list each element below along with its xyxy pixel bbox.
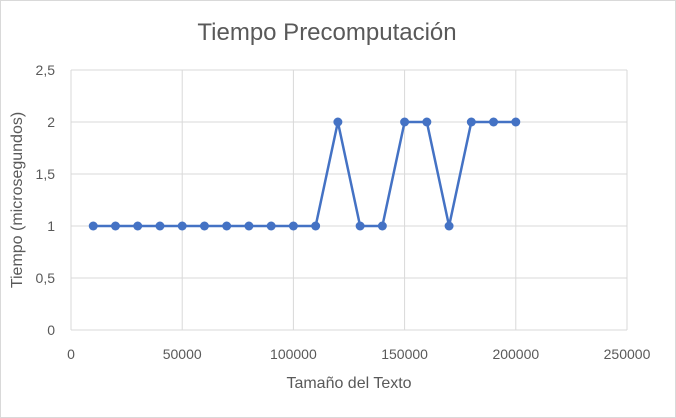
y-tick-label: 1 [47,218,55,234]
data-point [177,221,187,231]
data-point [133,221,143,231]
y-tick-label: 0,5 [36,270,56,286]
data-point [110,221,120,231]
x-axis-ticks: 0 50000 100000 150000 200000 250000 [67,346,650,362]
data-point [244,221,254,231]
x-tick-label: 50000 [163,346,202,362]
data-point [88,221,98,231]
chart-title: Tiempo Precomputación [197,19,456,46]
x-tick-label: 100000 [270,346,317,362]
x-tick-label: 250000 [604,346,651,362]
data-point [266,221,276,231]
data-point [466,117,476,127]
data-point [377,221,387,231]
data-point [511,117,521,127]
plot-series [88,117,521,231]
x-tick-label: 0 [67,346,75,362]
data-point [333,117,343,127]
x-tick-label: 150000 [381,346,428,362]
y-tick-label: 0 [47,322,55,338]
data-point [400,117,410,127]
data-point [222,221,232,231]
data-point [311,221,321,231]
y-axis-label: Tiempo (microsegundos) [9,112,26,288]
gridlines [70,69,628,331]
y-axis-ticks: 0 0,5 1 1,5 2 2,5 [36,62,56,338]
data-point [288,221,298,231]
y-tick-label: 2 [47,114,55,130]
x-tick-label: 200000 [492,346,539,362]
x-axis-label: Tamaño del Texto [286,375,411,392]
data-point [489,117,499,127]
data-point [155,221,165,231]
data-point [355,221,365,231]
y-tick-label: 1,5 [36,166,56,182]
data-point [199,221,209,231]
y-tick-label: 2,5 [36,62,56,78]
data-point [444,221,454,231]
data-point [422,117,432,127]
